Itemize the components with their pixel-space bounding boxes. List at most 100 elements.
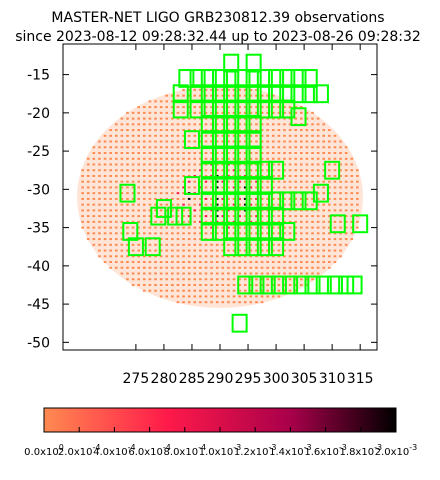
heatmap-cell [120, 220, 124, 223]
heatmap-cell [92, 174, 96, 177]
heatmap-cell [159, 140, 163, 143]
heatmap-cell [344, 180, 348, 183]
heatmap-cell [249, 180, 253, 183]
heatmap-cell [266, 295, 269, 298]
heatmap-cell [249, 123, 253, 126]
heatmap-cell [350, 238, 354, 241]
heatmap-cell [232, 169, 236, 172]
heatmap-cell [171, 117, 174, 120]
heatmap-cell [193, 180, 197, 183]
heatmap-cell [277, 226, 281, 229]
heatmap-cell [316, 215, 320, 218]
heatmap-cell [232, 134, 236, 137]
heatmap-cell [322, 129, 326, 132]
heatmap-cell [126, 232, 129, 235]
observation-field [189, 69, 206, 88]
heatmap-cell [143, 197, 146, 200]
heatmap-cell [249, 261, 253, 264]
heatmap-cell [137, 203, 140, 206]
heatmap-cell [86, 157, 90, 160]
heatmap-cell [204, 129, 208, 132]
colorbar-tick-label: 1.8x10-3 [340, 443, 383, 458]
heatmap-cell [221, 169, 225, 172]
heatmap-cell [187, 215, 191, 218]
heatmap-cell [103, 215, 107, 218]
heatmap-cell [300, 157, 303, 160]
heatmap-cell [81, 169, 84, 172]
heatmap-cell [288, 129, 292, 132]
heatmap-cell [131, 192, 135, 195]
heatmap-cell [98, 215, 101, 218]
heatmap-cell [288, 289, 292, 292]
heatmap-cell [249, 283, 253, 286]
observation-field [234, 160, 251, 180]
heatmap-cell [339, 249, 342, 252]
heatmap-cell [339, 186, 342, 189]
heatmap-cell [126, 152, 129, 155]
heatmap-cell [255, 278, 258, 281]
heatmap-cell [316, 129, 320, 132]
heatmap-cell [171, 289, 174, 292]
heatmap-cell [176, 238, 180, 241]
heatmap-cell [165, 123, 169, 126]
heatmap-cell [238, 272, 241, 275]
heatmap-cell [238, 266, 241, 269]
heatmap-cell [238, 283, 241, 286]
heatmap-cell [204, 249, 208, 252]
heatmap-cell [159, 232, 163, 235]
heatmap-cell [260, 209, 264, 212]
heatmap-cell [193, 283, 197, 286]
heatmap-cell [266, 106, 269, 109]
heatmap-cell [165, 134, 169, 137]
heatmap-cell [333, 220, 337, 223]
heatmap-cell [249, 209, 253, 212]
heatmap-cell [238, 215, 241, 218]
heatmap-cell [131, 203, 135, 206]
observation-field [245, 191, 262, 211]
heatmap-cell [328, 180, 331, 183]
heatmap-cell [316, 146, 320, 149]
heatmap-cell [182, 174, 185, 177]
heatmap-cell [300, 106, 303, 109]
heatmap-cell [114, 146, 118, 149]
heatmap-cell [215, 243, 219, 246]
heatmap-cell [176, 129, 180, 132]
heatmap-cell [120, 238, 124, 241]
heatmap-cell [350, 157, 354, 160]
heatmap-cell [344, 186, 348, 189]
heatmap-cell [277, 289, 281, 292]
heatmap-cell [137, 111, 140, 114]
heatmap-cell [86, 163, 90, 166]
heatmap-cell [210, 111, 213, 114]
heatmap-cell [92, 163, 96, 166]
heatmap-cell [288, 226, 292, 229]
heatmap-cell [187, 261, 191, 264]
heatmap-cell [109, 249, 112, 252]
observation-field [268, 99, 285, 119]
heatmap-cell [154, 134, 157, 137]
heatmap-cell [98, 140, 101, 143]
heatmap-cell [232, 278, 236, 281]
heatmap-cell [249, 106, 253, 109]
heatmap-cell [249, 278, 253, 281]
observation-field [223, 99, 240, 119]
heatmap-cell [98, 157, 101, 160]
heatmap-cell [92, 146, 96, 149]
heatmap-cell [328, 220, 331, 223]
heatmap-cell [249, 255, 253, 258]
heatmap-cell [255, 203, 258, 206]
heatmap-cell [271, 220, 275, 223]
heatmap-cell [305, 163, 309, 166]
heatmap-cell [98, 174, 101, 177]
heatmap-cell [210, 283, 213, 286]
heatmap-cell [182, 192, 185, 195]
heatmap-cell [193, 129, 197, 132]
heatmap-cell [199, 134, 202, 137]
heatmap-cell [243, 220, 247, 223]
heatmap-cell [311, 203, 314, 206]
heatmap-cell [215, 249, 219, 252]
heatmap-cell [283, 186, 286, 189]
observation-field [259, 275, 276, 295]
heatmap-cell [109, 197, 112, 200]
heatmap-cell [187, 255, 191, 258]
